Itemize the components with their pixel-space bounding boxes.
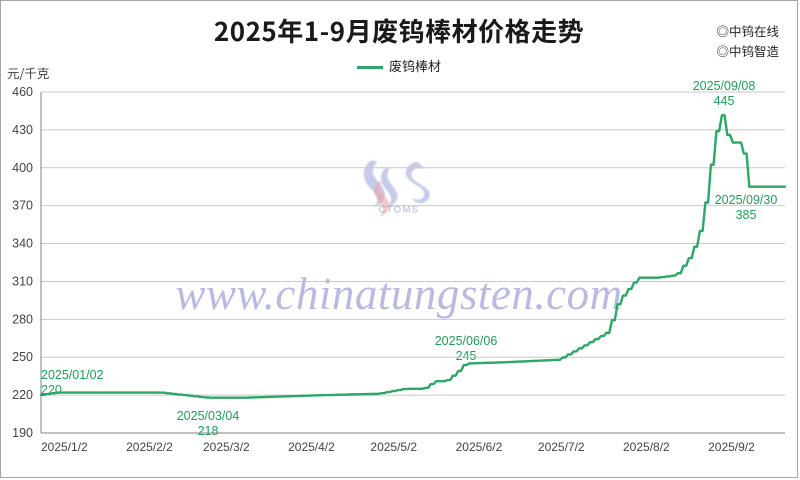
svg-text:430: 430	[12, 123, 33, 137]
svg-text:190: 190	[12, 426, 33, 440]
svg-text:2025/7/2: 2025/7/2	[538, 440, 585, 454]
svg-text:370: 370	[12, 199, 33, 213]
svg-text:2025/1/2: 2025/1/2	[41, 440, 88, 454]
svg-text:2025/8/2: 2025/8/2	[623, 440, 670, 454]
svg-text:2025/5/2: 2025/5/2	[370, 440, 417, 454]
svg-text:460: 460	[12, 85, 33, 99]
svg-text:310: 310	[12, 274, 33, 288]
svg-text:2025/9/2: 2025/9/2	[708, 440, 755, 454]
svg-text:220: 220	[12, 388, 33, 402]
svg-text:250: 250	[12, 350, 33, 364]
svg-text:280: 280	[12, 312, 33, 326]
svg-text:2025/6/2: 2025/6/2	[456, 440, 503, 454]
svg-text:2025/4/2: 2025/4/2	[288, 440, 335, 454]
svg-text:340: 340	[12, 237, 33, 251]
svg-text:2025/3/2: 2025/3/2	[203, 440, 250, 454]
svg-text:2025/2/2: 2025/2/2	[126, 440, 173, 454]
svg-text:400: 400	[12, 161, 33, 175]
